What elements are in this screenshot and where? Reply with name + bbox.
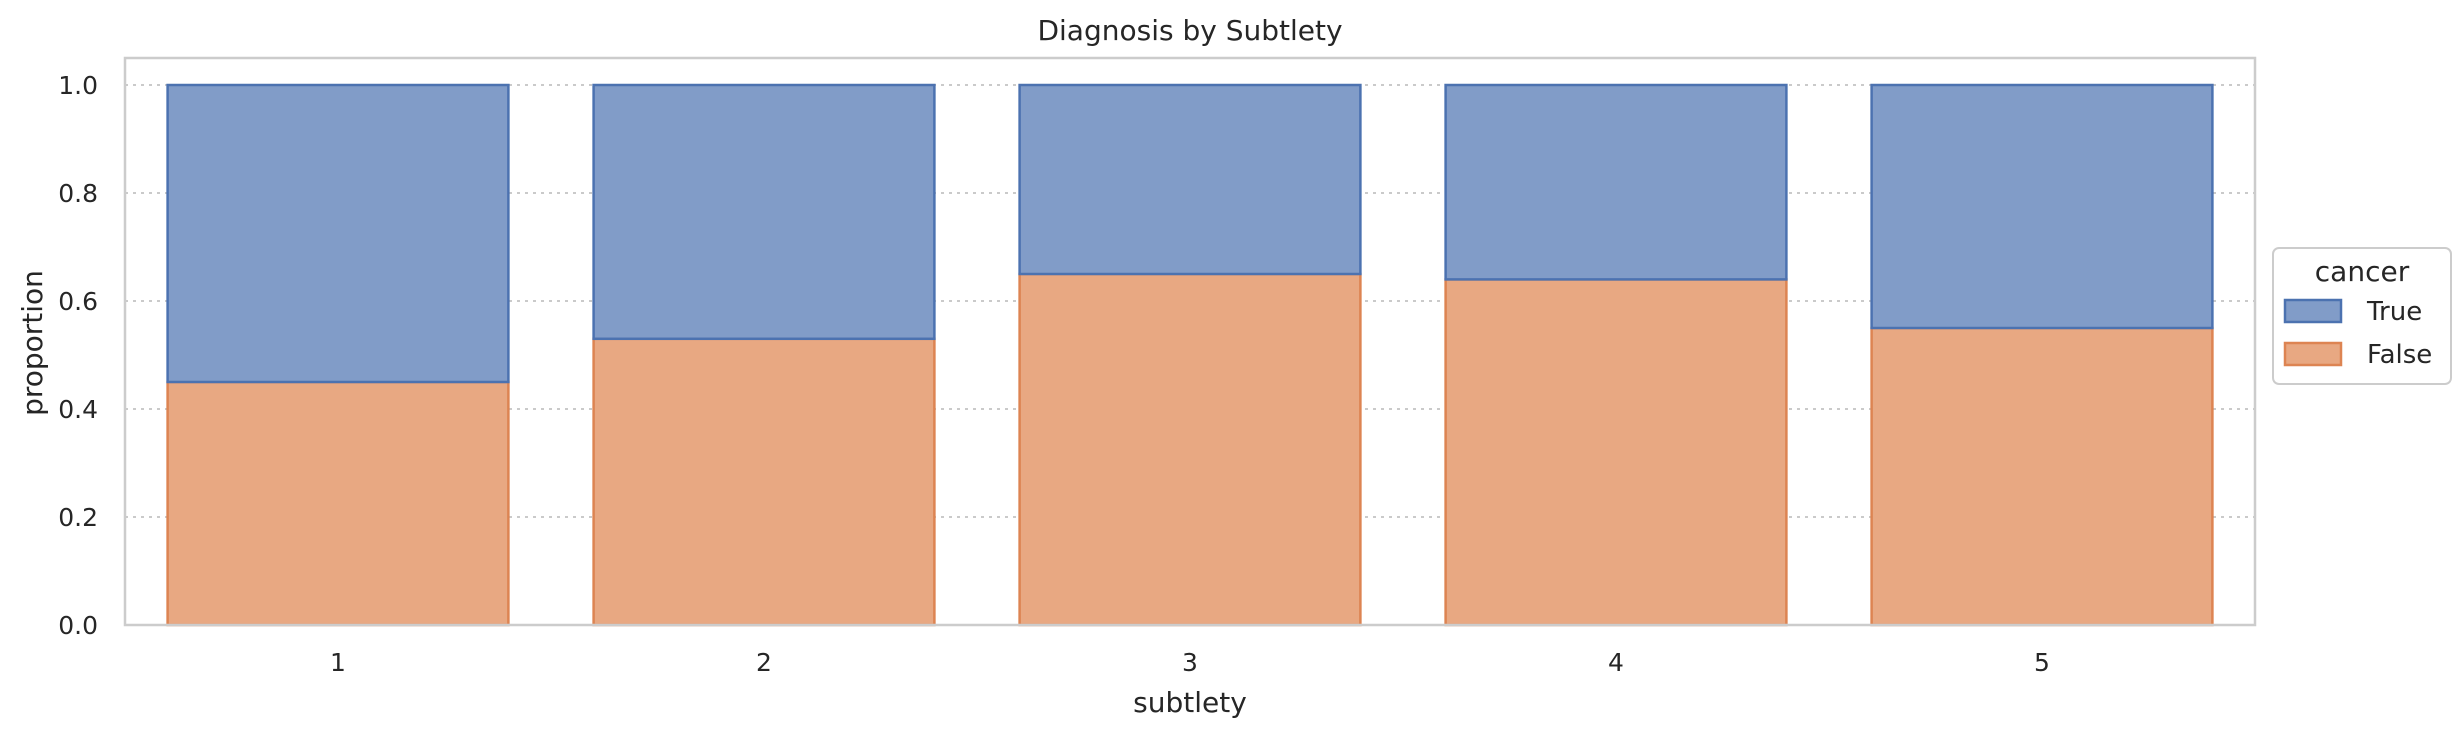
legend-swatch-true — [2283, 298, 2343, 324]
y-tick-label: 0.4 — [58, 395, 98, 424]
bar-true-2 — [592, 83, 936, 341]
bar-false-2 — [592, 337, 936, 627]
y-tick-labels: 0.0 0.2 0.4 0.6 0.8 1.0 — [58, 71, 98, 640]
legend-title: cancer — [2315, 255, 2410, 288]
y-tick-label: 1.0 — [58, 71, 98, 100]
bar-false-4 — [1444, 278, 1788, 627]
legend-swatch-false — [2283, 341, 2343, 367]
y-tick-label: 0.2 — [58, 503, 98, 532]
legend-label-false: False — [2367, 340, 2432, 370]
bar-true-4 — [1444, 83, 1788, 281]
x-tick-label: 3 — [1182, 648, 1198, 677]
chart-title: Diagnosis by Subtlety — [1037, 14, 1342, 47]
legend-label-true: True — [2366, 297, 2422, 327]
x-tick-label: 1 — [330, 648, 346, 677]
bar-true-1 — [166, 83, 510, 384]
bar-false-5 — [1870, 326, 2214, 627]
y-tick-label: 0.8 — [58, 179, 98, 208]
plot-frame — [123, 56, 2257, 627]
x-axis-label: subtlety — [1133, 686, 1247, 719]
bar-true-5 — [1870, 83, 2214, 330]
x-tick-label: 4 — [1608, 648, 1624, 677]
bar-false-3 — [1018, 272, 1362, 627]
x-tick-label: 5 — [2034, 648, 2050, 677]
legend-items: True False — [2283, 297, 2432, 370]
y-axis-label: proportion — [16, 270, 49, 416]
y-tick-label: 0.6 — [58, 287, 98, 316]
bar-true-3 — [1018, 83, 1362, 276]
bars — [166, 83, 2214, 627]
y-tick-label: 0.0 — [58, 611, 98, 640]
x-tick-label: 2 — [756, 648, 772, 677]
legend: cancer True False — [2272, 247, 2452, 385]
bar-false-1 — [166, 380, 510, 627]
x-tick-labels: 1 2 3 4 5 — [330, 648, 2050, 677]
